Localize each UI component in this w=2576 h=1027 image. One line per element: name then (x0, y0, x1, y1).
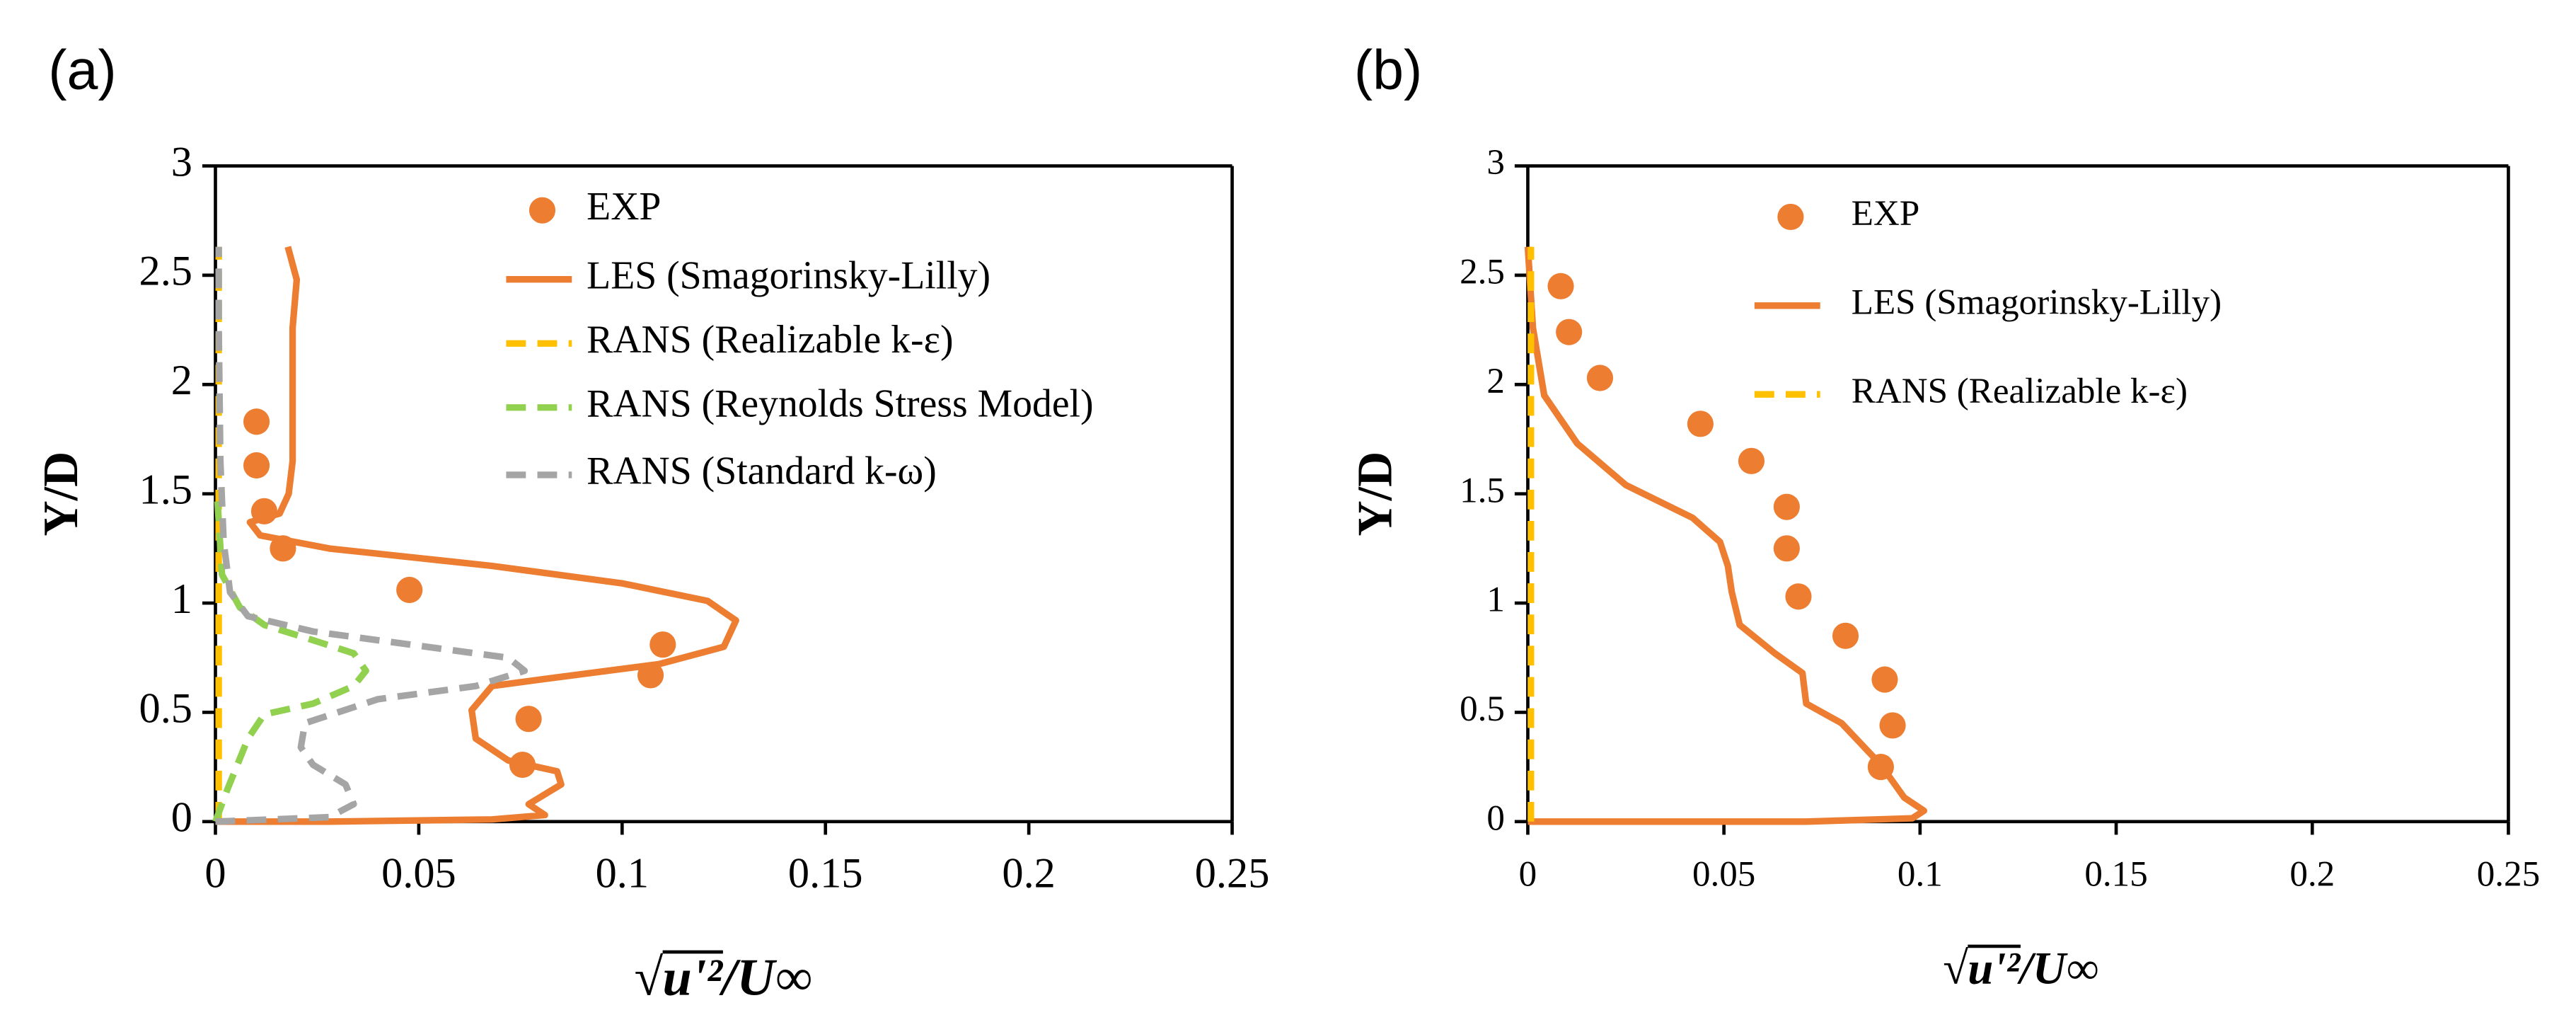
y-tick-label: 2.5 (139, 248, 192, 295)
data-line (215, 246, 529, 825)
legend-label: LES (Smagorinsky-Lilly) (587, 253, 990, 297)
data-line (215, 246, 739, 825)
data-point (649, 631, 676, 658)
data-point (515, 706, 542, 733)
y-tick-label: 2 (171, 357, 192, 404)
data-line (212, 493, 369, 823)
y-axis-label: Y/D (1348, 452, 1402, 537)
y-tick-label: 2.5 (1460, 252, 1505, 292)
legend-label: RANS (Reynolds Stress Model) (587, 382, 1093, 426)
y-tick-label: 0 (1486, 798, 1505, 839)
y-tick-label: 3 (171, 138, 192, 185)
x-tick-label: 0.05 (1692, 854, 1755, 894)
data-point (1871, 666, 1898, 693)
data-point (1832, 622, 1859, 649)
x-tick-label: 0.1 (596, 850, 649, 897)
panel-label: (b) (1354, 38, 1422, 101)
x-tick-label: 0.05 (381, 850, 456, 897)
x-tick-label: 0.15 (2084, 854, 2147, 894)
y-tick-label: 1.5 (139, 466, 192, 514)
y-tick-label: 3 (1486, 142, 1505, 183)
y-tick-label: 0.5 (1460, 689, 1505, 729)
panel-label: (a) (48, 38, 116, 101)
y-tick-label: 2 (1486, 361, 1505, 401)
x-tick-label: 0.2 (2289, 854, 2335, 894)
data-point (1547, 272, 1574, 299)
legend-label: LES (Smagorinsky-Lilly) (1852, 282, 2222, 323)
y-axis-label: Y/D (34, 452, 88, 537)
legend-marker (1777, 203, 1804, 231)
x-tick-label: 0.15 (788, 850, 863, 897)
data-point (1879, 712, 1906, 739)
x-tick-label: 0.25 (2477, 854, 2540, 894)
data-point (1773, 493, 1800, 520)
legend-label: RANS (Standard k-ω) (587, 449, 937, 493)
x-tick-label: 0 (204, 850, 226, 897)
x-axis-label: √u'²/U∞ (634, 948, 812, 1006)
x-tick-label: 0.1 (1898, 854, 1943, 894)
y-tick-label: 0 (171, 794, 192, 842)
legend-label: RANS (Realizable k-ε) (1852, 371, 2188, 411)
y-tick-label: 0.5 (139, 684, 192, 732)
data-point (243, 408, 270, 435)
x-tick-label: 0 (1519, 854, 1537, 894)
x-tick-label: 0.25 (1195, 850, 1270, 897)
data-point (1773, 535, 1800, 562)
data-point (1785, 583, 1812, 610)
x-tick-label: 0.2 (1002, 850, 1055, 897)
data-point (243, 452, 270, 479)
data-point (1687, 411, 1714, 437)
legend-label: RANS (Realizable k-ε) (587, 318, 953, 362)
data-line (1524, 246, 1928, 825)
data-point (1586, 365, 1614, 391)
x-axis-label: √u'²/U∞ (1943, 943, 2099, 994)
y-tick-label: 1.5 (1460, 470, 1505, 510)
legend-marker (529, 197, 556, 224)
y-tick-label: 1 (1486, 580, 1505, 620)
legend-label: EXP (587, 185, 661, 229)
data-point (1738, 447, 1765, 474)
data-point (1556, 319, 1583, 345)
legend-label: EXP (1852, 193, 1919, 234)
y-tick-label: 1 (171, 575, 192, 623)
data-point (396, 576, 423, 604)
